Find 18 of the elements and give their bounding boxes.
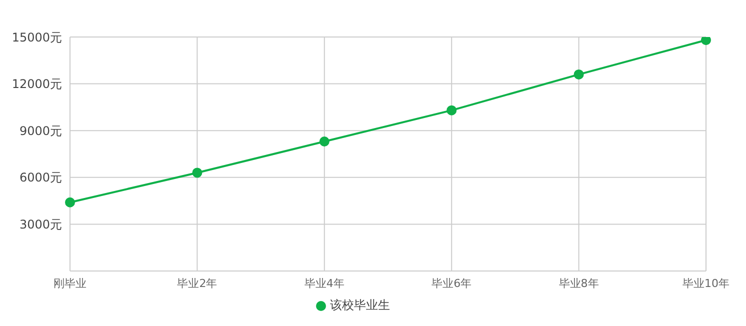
- point: [446, 105, 457, 116]
- point: [701, 37, 711, 46]
- legend-label: 该校毕业生: [330, 298, 390, 312]
- y-tick-label: 15000元: [12, 30, 62, 44]
- point: [319, 136, 330, 147]
- x-tick-label: 毕业4年: [304, 276, 344, 290]
- y-tick-label: 6000元: [19, 170, 62, 185]
- point: [192, 168, 202, 178]
- point: [574, 69, 584, 80]
- x-tick-label: 毕业10年: [682, 276, 730, 290]
- x-tick-label: 毕业6年: [432, 276, 472, 290]
- x-tick-label: 毕业8年: [558, 276, 599, 290]
- x-tick-label: 毕业2年: [177, 276, 218, 290]
- x-tick-label: 刚毕业: [54, 276, 86, 290]
- y-tick-label: 12000元: [12, 77, 62, 92]
- point: [65, 197, 75, 208]
- y-tick-label: 3000元: [19, 217, 62, 232]
- y-tick-label: 9000元: [19, 124, 62, 138]
